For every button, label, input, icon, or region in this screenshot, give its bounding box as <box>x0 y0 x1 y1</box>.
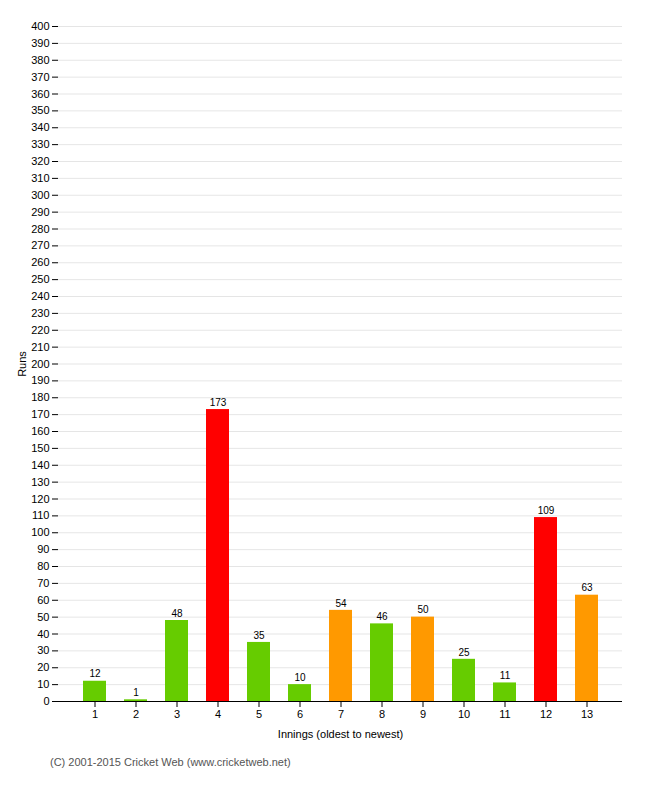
svg-text:40: 40 <box>37 628 49 640</box>
svg-text:5: 5 <box>256 708 262 720</box>
svg-text:270: 270 <box>31 239 49 251</box>
svg-text:220: 220 <box>31 324 49 336</box>
svg-text:230: 230 <box>31 307 49 319</box>
svg-text:90: 90 <box>37 543 49 555</box>
svg-text:50: 50 <box>417 604 429 615</box>
svg-text:140: 140 <box>31 459 49 471</box>
svg-text:360: 360 <box>31 88 49 100</box>
svg-text:109: 109 <box>538 505 555 516</box>
svg-text:6: 6 <box>297 708 303 720</box>
svg-text:13: 13 <box>581 708 593 720</box>
svg-text:340: 340 <box>31 121 49 133</box>
svg-text:300: 300 <box>31 189 49 201</box>
svg-text:380: 380 <box>31 54 49 66</box>
svg-text:200: 200 <box>31 358 49 370</box>
svg-text:25: 25 <box>458 647 470 658</box>
svg-text:12: 12 <box>89 668 101 679</box>
svg-text:Runs: Runs <box>16 351 28 377</box>
svg-text:2: 2 <box>133 708 139 720</box>
svg-text:11: 11 <box>500 670 511 681</box>
svg-text:320: 320 <box>31 155 49 167</box>
svg-text:290: 290 <box>31 206 49 218</box>
svg-text:54: 54 <box>335 598 347 609</box>
svg-text:9: 9 <box>420 708 426 720</box>
svg-text:170: 170 <box>31 408 49 420</box>
svg-text:120: 120 <box>31 493 49 505</box>
svg-text:7: 7 <box>338 708 344 720</box>
svg-text:10: 10 <box>458 708 470 720</box>
svg-text:310: 310 <box>31 172 49 184</box>
svg-text:260: 260 <box>31 256 49 268</box>
svg-text:8: 8 <box>379 708 385 720</box>
svg-text:190: 190 <box>31 374 49 386</box>
svg-text:150: 150 <box>31 442 49 454</box>
svg-text:20: 20 <box>37 661 49 673</box>
svg-text:400: 400 <box>31 20 49 32</box>
svg-text:240: 240 <box>31 290 49 302</box>
svg-text:12: 12 <box>540 708 552 720</box>
svg-text:0: 0 <box>43 695 49 707</box>
svg-text:4: 4 <box>215 708 221 720</box>
svg-text:50: 50 <box>37 611 49 623</box>
svg-text:210: 210 <box>31 341 49 353</box>
svg-text:30: 30 <box>37 644 49 656</box>
svg-text:180: 180 <box>31 391 49 403</box>
svg-text:10: 10 <box>294 672 306 683</box>
svg-text:10: 10 <box>37 678 49 690</box>
svg-text:130: 130 <box>31 476 49 488</box>
svg-text:350: 350 <box>31 104 49 116</box>
svg-text:110: 110 <box>32 509 50 521</box>
svg-text:330: 330 <box>31 138 49 150</box>
svg-text:370: 370 <box>31 71 49 83</box>
svg-text:80: 80 <box>37 560 49 572</box>
svg-text:280: 280 <box>31 223 49 235</box>
svg-text:100: 100 <box>31 526 49 538</box>
svg-text:63: 63 <box>581 582 593 593</box>
svg-text:60: 60 <box>37 594 49 606</box>
svg-text:3: 3 <box>174 708 180 720</box>
svg-text:35: 35 <box>253 630 265 641</box>
svg-text:160: 160 <box>31 425 49 437</box>
svg-text:46: 46 <box>376 611 388 622</box>
svg-text:70: 70 <box>37 577 49 589</box>
svg-text:390: 390 <box>31 37 49 49</box>
html-text:(C) 2001-2015 Cricket Web (www: (C) 2001-2015 Cricket Web (www.cricketwe… <box>50 756 291 768</box>
svg-text:1: 1 <box>92 708 98 720</box>
svg-text:11: 11 <box>499 708 510 720</box>
svg-text:1: 1 <box>133 687 139 698</box>
svg-text:Innings (oldest to newest): Innings (oldest to newest) <box>278 728 403 740</box>
svg-text:48: 48 <box>171 608 183 619</box>
svg-text:173: 173 <box>210 397 227 408</box>
svg-text:250: 250 <box>31 273 49 285</box>
